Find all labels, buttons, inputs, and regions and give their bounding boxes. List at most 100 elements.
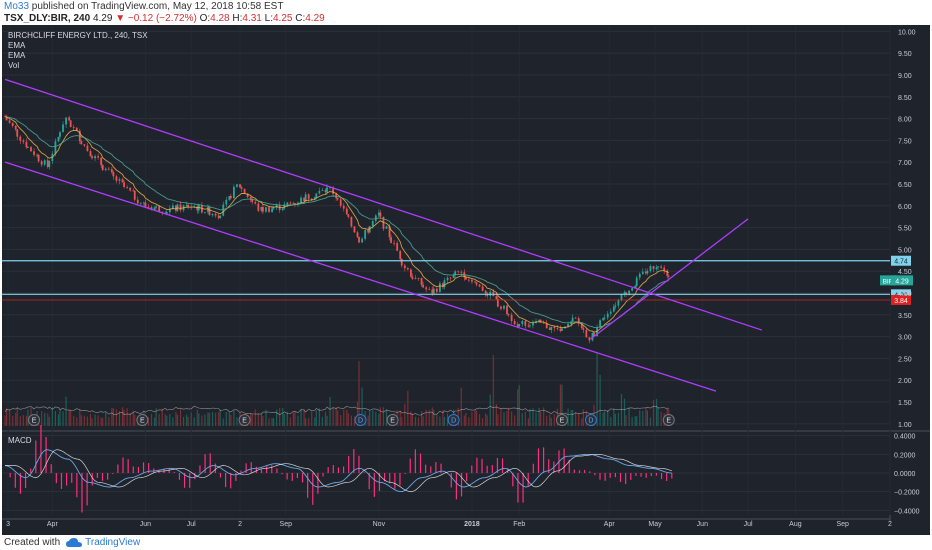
event-marker-label: E <box>560 418 565 425</box>
volume-bar <box>198 413 200 426</box>
candle-body <box>561 328 563 331</box>
y-tick-label: 5.00 <box>898 247 912 254</box>
volume-bar <box>503 412 505 426</box>
volume-bar <box>570 409 572 426</box>
volume-bar <box>478 414 481 426</box>
volume-bar <box>176 414 179 426</box>
close-value: 4.29 <box>305 13 325 24</box>
candle-body <box>577 318 580 324</box>
volume-bar <box>147 417 150 426</box>
candle-body <box>538 319 540 322</box>
volume-bar <box>657 407 659 426</box>
volume-bar <box>164 414 166 426</box>
candle-body <box>582 328 585 330</box>
legend-vol: Vol <box>8 61 19 70</box>
volume-bar <box>27 409 29 426</box>
candle-body <box>425 287 428 290</box>
volume-bar <box>623 398 626 426</box>
volume-bar <box>76 417 78 426</box>
volume-bar <box>596 353 598 426</box>
volume-bar <box>607 410 609 426</box>
volume-bar <box>414 416 417 426</box>
candle-body <box>72 127 75 128</box>
candle-body <box>518 324 521 327</box>
candle-body <box>527 325 530 327</box>
candle-body <box>663 267 666 271</box>
author-link[interactable]: Mo33 <box>4 1 30 12</box>
volume-bar <box>475 410 478 426</box>
volume-bar <box>54 411 57 426</box>
volume-bar <box>613 408 615 426</box>
event-marker <box>584 414 597 426</box>
candle-body <box>251 199 254 203</box>
candle-body <box>452 275 455 279</box>
volume-bar <box>375 411 377 426</box>
macd-pane: 0.4000 0.2000 0.0000 −0.2000 −0.4000 <box>2 425 920 515</box>
candle-body <box>422 284 425 288</box>
candle-body <box>377 212 380 216</box>
volume-bar <box>115 409 118 426</box>
x-tick-label: 2018 <box>464 521 480 528</box>
tradingview-link[interactable]: TradingView <box>66 537 140 548</box>
volume-bar <box>314 417 316 426</box>
macd-tick-label: 0.0000 <box>894 471 916 478</box>
candle-body <box>506 305 508 315</box>
candle-body <box>217 215 220 218</box>
volume-bar <box>311 411 313 426</box>
candle-body <box>265 207 267 212</box>
volume-bar <box>208 412 211 426</box>
candle-body <box>414 277 417 279</box>
signal-line <box>5 449 672 492</box>
y-tick-label: 8.50 <box>898 95 912 102</box>
candle-body <box>68 117 71 121</box>
volume-bar <box>153 417 156 426</box>
volume-bar <box>646 410 649 426</box>
candle-body <box>548 328 551 330</box>
candle-body <box>14 125 17 130</box>
candle-body <box>556 328 559 329</box>
candle-body <box>214 213 217 216</box>
candle-body <box>19 136 22 141</box>
candle-body <box>75 127 78 131</box>
volume-bar <box>425 409 427 426</box>
volume-bar <box>5 408 8 426</box>
x-tick-label: 2 <box>238 521 242 528</box>
candle-body <box>571 317 574 322</box>
volume-bar <box>65 396 67 426</box>
x-tick-label: Aug <box>789 521 802 528</box>
time-axis: 3 Apr Jun Jul 2 Sep Nov 2018 Feb Apr May Jun Jul Aug S… <box>2 518 892 528</box>
candle-body <box>339 199 342 206</box>
volume-bar <box>282 408 284 426</box>
last-price-label: 4.29 <box>895 278 909 285</box>
candle-body <box>283 204 286 209</box>
candle-body <box>481 286 484 291</box>
volume-bar <box>599 374 601 426</box>
volume-bar <box>575 411 577 426</box>
candle-body <box>57 136 60 142</box>
candle-body <box>281 208 284 211</box>
high-label: H: <box>232 13 243 24</box>
candle-body <box>553 326 556 329</box>
y-tick-label: 1.00 <box>898 422 912 429</box>
candle-body <box>289 202 292 204</box>
volume-bar <box>100 417 102 426</box>
volume-bar <box>486 415 488 426</box>
volume-bar <box>186 414 188 426</box>
open-value: 4.28 <box>210 13 230 24</box>
volume-bar <box>48 416 50 426</box>
candle-body <box>474 281 476 283</box>
candle-body <box>484 290 487 294</box>
candle-body <box>115 176 118 181</box>
candle-body <box>667 275 670 277</box>
event-marker <box>354 414 367 426</box>
candle-body <box>428 289 431 291</box>
high-value: 4.31 <box>242 13 262 24</box>
candle-body <box>229 195 232 199</box>
volume-bar <box>300 408 302 426</box>
candle-body <box>345 208 348 215</box>
candle-body <box>385 226 388 229</box>
candle-body <box>310 198 313 200</box>
